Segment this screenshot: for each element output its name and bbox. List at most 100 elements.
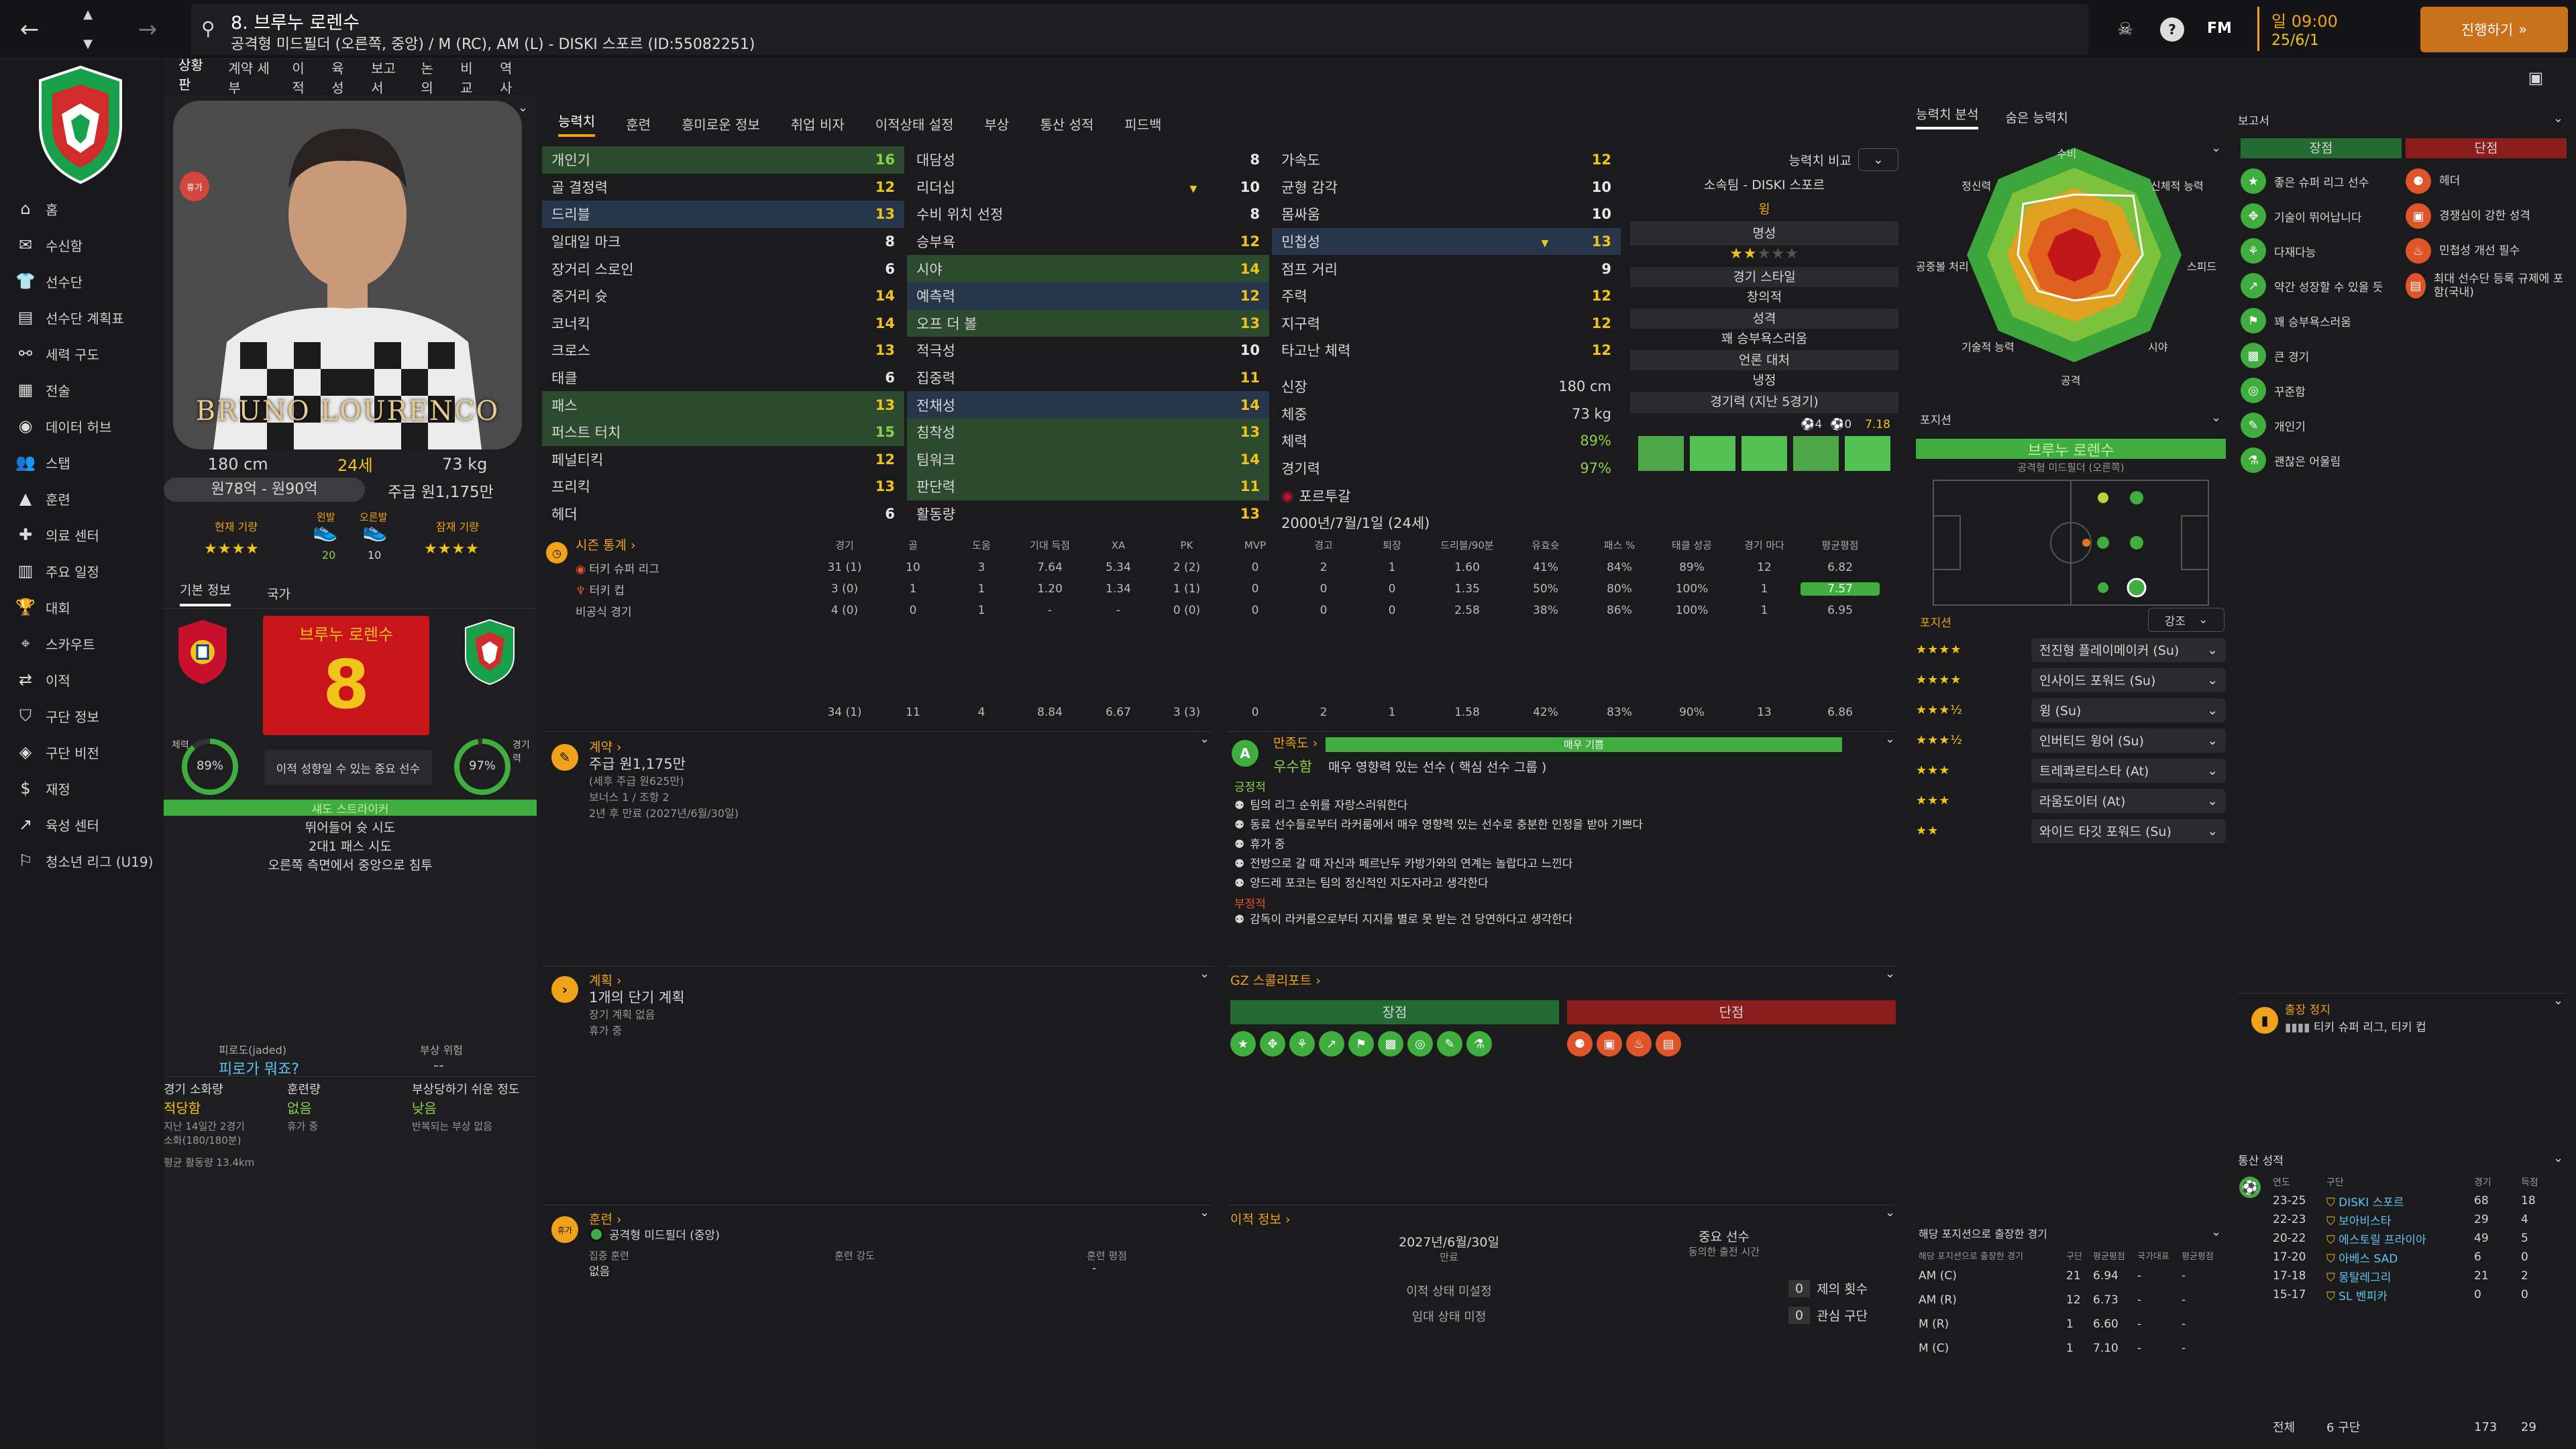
report-weakness-item[interactable]: ♨ 민첩성 개선 필수 — [2406, 233, 2567, 268]
role-dropdown[interactable]: 인사이드 포워드 (Su) ⌄ — [2031, 667, 2226, 692]
training-title[interactable]: 훈련 — [589, 1212, 612, 1227]
fit-icon[interactable]: ⚗ — [1466, 1031, 1492, 1057]
chevron-up-icon[interactable]: ▲ — [83, 7, 93, 21]
satisfaction-title[interactable]: 만족도 — [1273, 736, 1309, 751]
sidebar-item-data-hub[interactable]: ◉ 데이터 허브 — [0, 408, 164, 444]
tab-training[interactable]: 훈련 — [626, 116, 651, 133]
scout-title[interactable]: GZ 스콜리포트 — [1230, 973, 1312, 988]
chevron-down-icon[interactable]: ⌄ — [2211, 1225, 2222, 1239]
continue-button[interactable]: 진행하기» — [2420, 7, 2568, 52]
positions-list-title[interactable]: 포지션 — [1920, 616, 1951, 630]
positions-sort-dropdown[interactable]: 강조 ⌄ — [2148, 608, 2224, 632]
sidebar-item-youth-league[interactable]: ⚐ 청소년 리그 (U19) — [0, 843, 164, 879]
temperament-icon[interactable]: ▣ — [1597, 1031, 1622, 1057]
report-strength-item[interactable]: ✎ 개인기 — [2241, 408, 2402, 443]
tab-attributes[interactable]: 능력치 — [558, 111, 596, 137]
tab-hidden-attributes[interactable]: 숨은 능력치 — [2005, 111, 2068, 125]
collapse-chevron-icon[interactable]: ⌄ — [518, 101, 529, 115]
flair-icon[interactable]: ✎ — [1437, 1031, 1462, 1057]
sidebar-item-tactics[interactable]: ▦ 전술 — [0, 372, 164, 408]
report-strength-item[interactable]: ▩ 큰 경기 — [2241, 338, 2402, 373]
chevron-down-icon[interactable]: ⌄ — [1885, 1205, 1896, 1220]
search-bar[interactable]: ⚲ 8. 브루누 로렌수 공격형 미드필더 (오른쪽, 중앙) / M (RC)… — [191, 4, 2089, 55]
tab-attribute-analysis[interactable]: 능력치 분석 — [1916, 105, 1979, 129]
tab-work-permit[interactable]: 취업 비자 — [790, 116, 845, 133]
chevron-down-icon[interactable]: ⌄ — [2553, 1151, 2564, 1165]
sidebar-item-home[interactable]: ⌂ 홈 — [0, 191, 164, 227]
report-strength-item[interactable]: ✥ 기술이 뛰어납니다 — [2241, 199, 2402, 233]
transfer-title[interactable]: 이적 정보 — [1230, 1212, 1281, 1227]
chevron-down-icon[interactable]: ⌄ — [1199, 967, 1210, 981]
chevron-down-icon[interactable]: ⌄ — [1885, 967, 1896, 981]
report-strength-item[interactable]: ⚗ 괜찮은 어울림 — [2241, 443, 2402, 478]
chevron-down-icon[interactable]: ⌄ — [1885, 732, 1896, 746]
sidebar-item-inbox[interactable]: ✉ 수신함 — [0, 227, 164, 263]
report-strength-item[interactable]: ★ 좋은 슈퍼 리그 선수 — [2241, 164, 2402, 199]
sidebar-item-schedule[interactable]: ▥ 주요 일정 — [0, 553, 164, 589]
skull-icon[interactable]: ☠ — [2117, 19, 2133, 40]
sidebar-item-squad-planner[interactable]: ▤ 선수단 계획표 — [0, 299, 164, 335]
header-icon[interactable]: ⚈ — [1567, 1031, 1593, 1057]
tab-transfer-status[interactable]: 이적상태 설정 — [875, 116, 954, 133]
sidebar-item-transfers[interactable]: ⇄ 이적 — [0, 661, 164, 698]
season-stats-title[interactable]: 시즌 통계 — [576, 538, 627, 553]
role-row[interactable]: ★★ 와이드 타깃 포워드 (Su) ⌄ — [1916, 816, 2227, 846]
tab-injuries[interactable]: 부상 — [984, 116, 1010, 133]
role-row[interactable]: ★★★★ 전진형 플레이메이커 (Su) ⌄ — [1916, 635, 2227, 665]
report-strength-item[interactable]: ◎ 꾸준함 — [2241, 373, 2402, 408]
role-dropdown[interactable]: 전진형 플레이메이커 (Su) ⌄ — [2031, 637, 2226, 662]
report-weakness-item[interactable]: ▣ 경쟁심이 강한 성격 — [2406, 199, 2567, 233]
sidebar-item-training[interactable]: ▲ 훈련 — [0, 480, 164, 517]
role-dropdown[interactable]: 와이드 타깃 포워드 (Su) ⌄ — [2031, 818, 2226, 843]
sidebar-item-finances[interactable]: $ 재정 — [0, 770, 164, 806]
role-row[interactable]: ★★★★ 인사이드 포워드 (Su) ⌄ — [1916, 665, 2227, 695]
role-row[interactable]: ★★★½ 윙 (Su) ⌄ — [1916, 695, 2227, 725]
role-dropdown[interactable]: 인버티드 윙어 (Su) ⌄ — [2031, 728, 2226, 753]
growth-icon[interactable]: ↗ — [1319, 1031, 1344, 1057]
consistency-icon[interactable]: ◎ — [1407, 1031, 1433, 1057]
subnav-compare[interactable]: 비교 — [460, 60, 473, 96]
screenshot-icon[interactable]: ▣ — [2528, 68, 2544, 87]
tab-info[interactable]: 흥미로운 정보 — [682, 116, 760, 133]
sidebar-item-staff[interactable]: 👥 스탭 — [0, 444, 164, 480]
role-row[interactable]: ★★★ 트레콰르티스타 (At) ⌄ — [1916, 755, 2227, 786]
sidebar-item-medical[interactable]: ✚ 의료 센터 — [0, 517, 164, 553]
subnav-development[interactable]: 육성 — [331, 60, 344, 96]
subnav-transfer[interactable]: 이적 — [292, 60, 305, 96]
wrench-icon[interactable]: ✥ — [1260, 1031, 1285, 1057]
tab-nation[interactable]: 국가 — [266, 587, 290, 602]
subnav-overview[interactable]: 상황판 — [178, 54, 210, 100]
report-strength-item[interactable]: ⚑ 꽤 승부욕스러움 — [2241, 303, 2402, 338]
chevron-down-icon[interactable]: ⌄ — [2553, 111, 2564, 125]
chevron-down-icon[interactable]: ⌄ — [2553, 994, 2564, 1008]
chevron-down-icon[interactable]: ⌄ — [2211, 141, 2222, 155]
chevron-down-icon[interactable]: ▼ — [83, 36, 93, 51]
competitive-icon[interactable]: ⚑ — [1348, 1031, 1374, 1057]
fm-logo[interactable]: FM — [2207, 20, 2232, 37]
sidebar-item-competitions[interactable]: 🏆 대회 — [0, 589, 164, 625]
subnav-history[interactable]: 역사 — [500, 60, 513, 96]
sidebar-item-squad[interactable]: 👕 선수단 — [0, 263, 164, 299]
report-strength-item[interactable]: ⚘ 다재다능 — [2241, 233, 2402, 268]
subnav-reports[interactable]: 보고서 — [371, 60, 396, 96]
back-arrow-icon[interactable]: ← — [19, 16, 40, 43]
sidebar-item-development[interactable]: ↗ 육성 센터 — [0, 806, 164, 843]
sidebar-item-scouting[interactable]: ⌖ 스카우트 — [0, 625, 164, 661]
versatile-icon[interactable]: ⚘ — [1289, 1031, 1315, 1057]
fatigue-question-link[interactable]: 피로가 뭐죠? — [219, 1061, 299, 1078]
chevron-down-icon[interactable]: ⌄ — [2211, 411, 2222, 425]
tab-basic-info[interactable]: 기본 정보 — [180, 580, 231, 606]
role-dropdown[interactable]: 윙 (Su) ⌄ — [2031, 698, 2226, 722]
sidebar-item-dynamics[interactable]: ⚯ 세력 구도 — [0, 335, 164, 372]
contract-title[interactable]: 계약 — [589, 740, 612, 755]
role-row[interactable]: ★★★ 라움도이터 (At) ⌄ — [1916, 786, 2227, 816]
big-match-icon[interactable]: ▩ — [1378, 1031, 1403, 1057]
plans-title[interactable]: 계획 — [589, 973, 612, 988]
registration-icon[interactable]: ▤ — [1656, 1031, 1681, 1057]
agility-icon[interactable]: ♨ — [1626, 1031, 1652, 1057]
compare-dropdown[interactable]: ⌄ — [1858, 148, 1898, 171]
forward-arrow-icon[interactable]: → — [138, 16, 158, 43]
role-dropdown[interactable]: 라움도이터 (At) ⌄ — [2031, 788, 2226, 813]
tab-career[interactable]: 통산 성적 — [1040, 116, 1094, 133]
role-row[interactable]: ★★★½ 인버티드 윙어 (Su) ⌄ — [1916, 725, 2227, 755]
